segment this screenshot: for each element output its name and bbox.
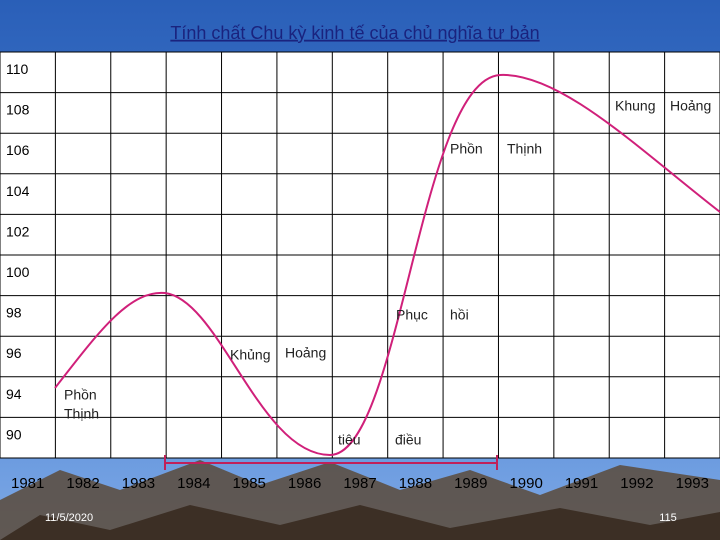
y-label: 110 (6, 61, 29, 77)
cycle-curve (54, 73, 720, 457)
x-label: 1992 (620, 475, 653, 492)
y-label: 100 (6, 264, 30, 280)
annotation: Hoảng (670, 98, 711, 114)
x-label: 1982 (66, 475, 99, 492)
y-label: 106 (6, 142, 30, 158)
annotation: Phục (396, 307, 428, 323)
annotation: Thịnh (64, 406, 99, 422)
x-label: 1983 (122, 475, 155, 492)
annotation: Hoảng (285, 345, 326, 361)
annotation: Khung (615, 98, 655, 114)
annotation: hồi (450, 307, 469, 323)
x-label: 1989 (454, 475, 487, 492)
annotation: Khủng (230, 347, 270, 363)
title: Tính chất Chu kỳ kinh tế của chủ nghĩa t… (170, 23, 539, 43)
x-label: 1985 (233, 475, 266, 492)
annotation: Phồn (64, 387, 97, 403)
x-label: 1991 (565, 475, 598, 492)
y-label: 108 (6, 102, 30, 118)
annotation: Phồn (450, 141, 483, 157)
footer-date: 11/5/2020 (45, 512, 93, 524)
y-label: 98 (6, 305, 22, 321)
page-number: 115 (659, 512, 677, 524)
mountains-front (0, 505, 720, 540)
x-label: 1987 (343, 475, 376, 492)
x-label: 1988 (399, 475, 432, 492)
y-label: 104 (6, 183, 30, 199)
annotation: tiêu (338, 432, 361, 448)
grid (0, 51, 720, 459)
x-label: 1986 (288, 475, 321, 492)
x-label: 1984 (177, 475, 210, 492)
x-label: 1981 (11, 475, 44, 492)
x-label: 1993 (676, 475, 709, 492)
y-label: 90 (6, 426, 22, 442)
annotations: Khung Hoảng Phồn Thịnh Phục hồi Khủng Ho… (64, 98, 711, 448)
annotation: Thịnh (507, 141, 542, 157)
x-label: 1990 (509, 475, 542, 492)
y-label: 94 (6, 386, 22, 402)
y-label: 102 (6, 223, 30, 239)
annotation: điều (395, 432, 421, 448)
y-label: 96 (6, 345, 22, 361)
